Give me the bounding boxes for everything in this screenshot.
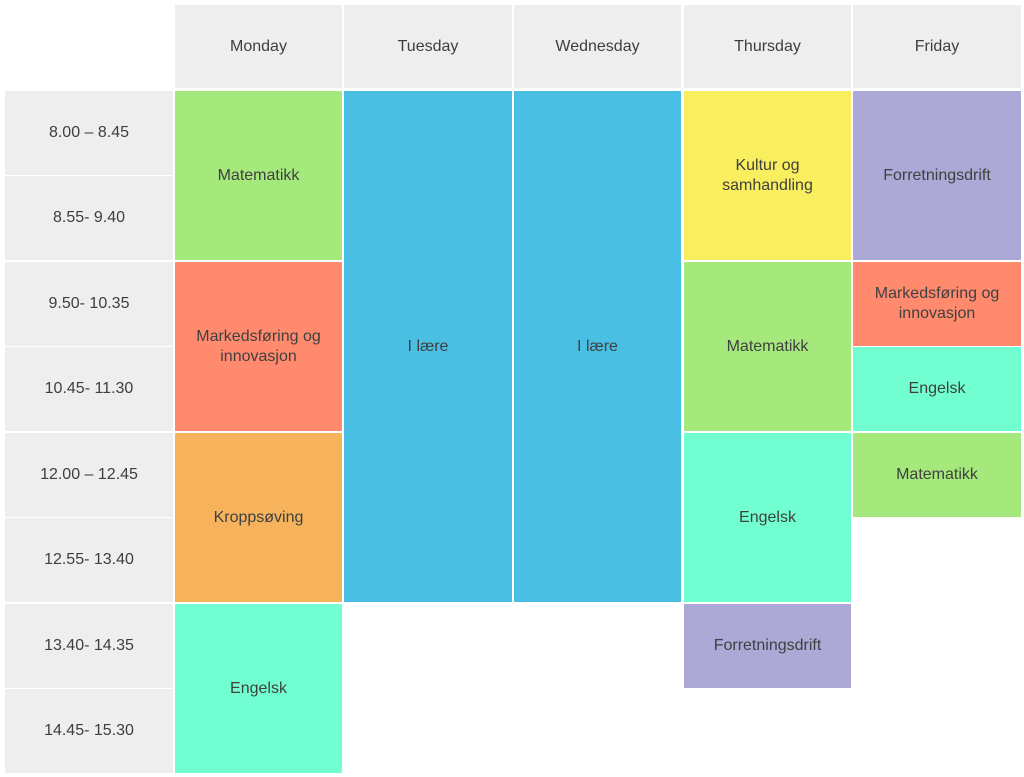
lesson-friday-engelsk[interactable]: Engelsk	[853, 347, 1021, 431]
lesson-friday-markedsforing[interactable]: Markedsføring og innovasjon	[853, 262, 1021, 346]
lesson-thursday-kultur[interactable]: Kultur og samhandling	[684, 91, 851, 260]
lesson-friday-forretningsdrift[interactable]: Forretningsdrift	[853, 91, 1021, 260]
time-slot: 12.00 – 12.45	[5, 433, 173, 517]
lesson-monday-markedsforing[interactable]: Markedsføring og innovasjon	[175, 262, 342, 431]
lesson-monday-kroppsoving[interactable]: Kroppsøving	[175, 433, 342, 602]
header-wednesday: Wednesday	[514, 5, 681, 88]
lesson-friday-matematikk[interactable]: Matematikk	[853, 433, 1021, 517]
time-slot: 8.00 – 8.45	[5, 91, 173, 175]
header-tuesday: Tuesday	[344, 5, 512, 88]
time-slot: 12.55- 13.40	[5, 518, 173, 602]
time-slot: 14.45- 15.30	[5, 689, 173, 773]
lesson-monday-engelsk[interactable]: Engelsk	[175, 604, 342, 773]
header-monday: Monday	[175, 5, 342, 88]
lesson-thursday-forretningsdrift[interactable]: Forretningsdrift	[684, 604, 851, 688]
header-thursday: Thursday	[684, 5, 851, 88]
time-slot: 9.50- 10.35	[5, 262, 173, 346]
lesson-wednesday-i-laere[interactable]: I lære	[514, 91, 681, 602]
time-slot: 8.55- 9.40	[5, 176, 173, 260]
header-friday: Friday	[853, 5, 1021, 88]
lesson-thursday-matematikk[interactable]: Matematikk	[684, 262, 851, 431]
lesson-monday-matematikk[interactable]: Matematikk	[175, 91, 342, 260]
time-slot: 13.40- 14.35	[5, 604, 173, 688]
time-slot: 10.45- 11.30	[5, 347, 173, 431]
lesson-tuesday-i-laere[interactable]: I lære	[344, 91, 512, 602]
lesson-thursday-engelsk[interactable]: Engelsk	[684, 433, 851, 602]
